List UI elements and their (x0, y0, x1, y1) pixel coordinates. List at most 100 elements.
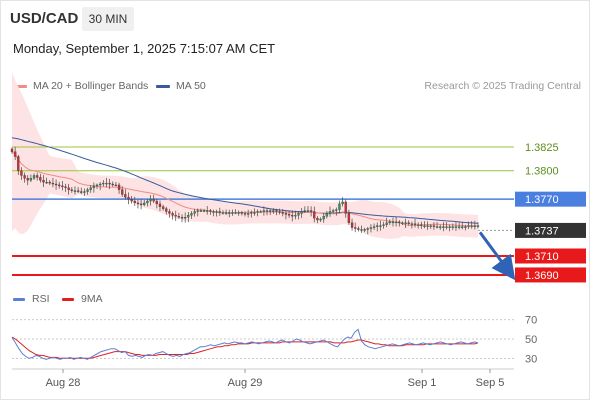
candle-body (240, 212, 244, 214)
timestamp: Monday, September 1, 2025 7:15:07 AM CET (13, 41, 276, 56)
candle-body (70, 189, 73, 191)
candle-body (366, 228, 369, 230)
candle-body (108, 182, 111, 185)
candle-body (190, 213, 193, 216)
candle-body (130, 199, 133, 202)
level-tag-1.3710 (515, 248, 586, 264)
x-axis: Aug 28 Aug 29 Sep 1 Sep 5 (12, 368, 514, 389)
candle-body (448, 226, 451, 228)
candle-body (417, 224, 420, 226)
candle-body (322, 216, 325, 220)
candle-body (209, 210, 212, 212)
candle-body (435, 226, 439, 228)
candle-body (61, 185, 64, 188)
ma20-swatch (13, 84, 27, 88)
candle-body (410, 223, 414, 225)
candle-body (423, 225, 426, 227)
candle-body (269, 210, 272, 212)
candle-body (303, 210, 306, 212)
candle-body (439, 226, 442, 228)
candle-body (32, 175, 36, 179)
candle-body (117, 184, 121, 190)
level-labels: 1.3825 1.3800 1.3770 1.3737 1.3710 1.3690 (515, 142, 586, 283)
candle-body (171, 213, 174, 216)
ma20-label: MA 20 + Bollinger Bands (33, 80, 149, 92)
candle-body (80, 191, 83, 193)
candle-body (319, 218, 322, 221)
level-tag-1.3770 (515, 191, 586, 207)
candle-body (199, 210, 203, 212)
candle-body (297, 213, 300, 216)
candle-body (184, 217, 187, 219)
candle-body (23, 175, 26, 179)
candle-body (413, 223, 417, 225)
candle-body (149, 199, 152, 202)
candle-body (121, 189, 124, 195)
candle-body (51, 182, 55, 185)
candle-body (143, 202, 146, 205)
candle-body (124, 194, 127, 198)
candle-body (391, 221, 395, 224)
candle-body (48, 181, 51, 184)
9ma-swatch (62, 297, 74, 301)
candle-body (73, 190, 77, 192)
candle-body (350, 222, 354, 228)
candle-body (39, 177, 42, 181)
candle-body (250, 212, 253, 214)
timeframe-button[interactable]: 30 MIN (82, 7, 134, 31)
legend-ma50: MA 50 (156, 80, 206, 92)
candle-body (237, 212, 240, 214)
candle-body (265, 210, 269, 212)
candle-body (354, 227, 357, 229)
candle-body (36, 175, 39, 178)
candle-body (10, 148, 14, 152)
rsi-label: RSI (32, 293, 50, 305)
candle-body (243, 213, 247, 215)
level-tag-1.3737 (515, 222, 586, 238)
candle-body (193, 211, 196, 214)
candle-body (464, 226, 467, 228)
forecast (478, 231, 516, 281)
candle-body (379, 225, 382, 227)
x-tick-label: Sep 5 (476, 377, 505, 389)
credit-text: Research © 2025 Trading Central (424, 80, 581, 92)
candle-body (224, 212, 228, 214)
rsi-panel: 70 50 30 (11, 315, 537, 365)
rsi-tick-70: 70 (525, 315, 537, 327)
candle-body (228, 212, 231, 214)
candle-body (158, 203, 162, 207)
candle-body (467, 225, 470, 227)
candle-body (246, 213, 250, 215)
candle-body (256, 211, 259, 213)
candle-body (309, 210, 313, 212)
candle-body (20, 170, 23, 176)
candle-body (281, 212, 284, 214)
x-tick-label: Sep 1 (408, 377, 437, 389)
x-tick-label: Aug 29 (228, 377, 263, 389)
candle-body (470, 225, 473, 227)
candle-body (221, 212, 225, 214)
rsi-tick-30: 30 (525, 353, 537, 365)
candle-body (357, 228, 360, 230)
legend-ma20: MA 20 + Bollinger Bands (13, 80, 148, 92)
candle-body (338, 203, 341, 210)
candle-body (398, 221, 401, 224)
candle-body (429, 225, 432, 227)
candle-body (180, 217, 184, 219)
candle-body (174, 215, 177, 217)
candle-body (335, 209, 338, 211)
symbol-title: USD/CAD (10, 10, 79, 27)
rsi-ma-line (11, 336, 479, 359)
candle-body (341, 201, 344, 205)
candle-body (168, 211, 171, 214)
rsi-swatch (13, 297, 25, 301)
candle-body (105, 182, 108, 185)
candle-body (111, 183, 114, 186)
candle-body (476, 225, 480, 227)
candle-body (76, 190, 80, 192)
candle-body (432, 225, 436, 227)
candles (10, 146, 480, 235)
candle-body (287, 214, 291, 216)
candle-body (42, 180, 45, 183)
